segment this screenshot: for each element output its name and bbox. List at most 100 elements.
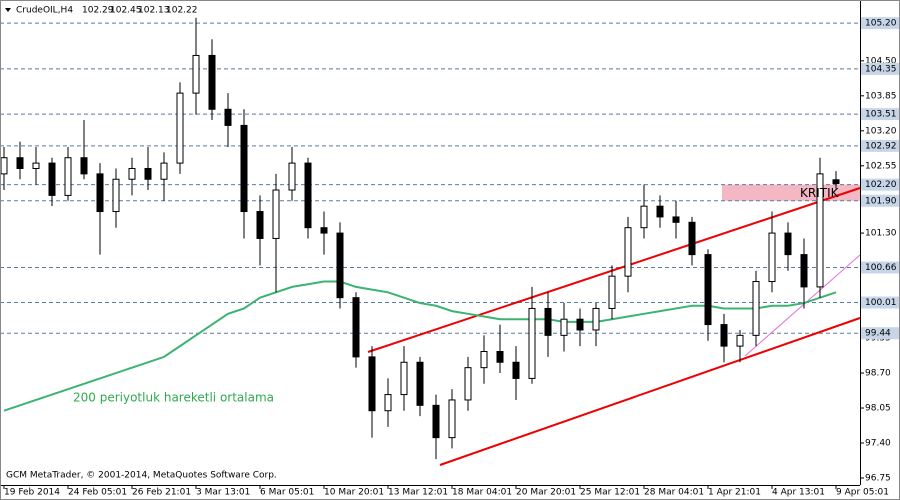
candle-body: [560, 318, 568, 336]
candle-body: [720, 324, 728, 347]
plot-area: KRITIK: [0, 17, 861, 466]
x-tick-label: 13 Mar 12:01: [388, 488, 448, 498]
y-tick-label: 104.50: [865, 56, 897, 66]
level-label: 103.51: [865, 110, 897, 120]
level-label: 100.01: [865, 298, 897, 308]
candle-body: [192, 54, 200, 94]
candle-body: [144, 167, 152, 180]
y-tick-label: 102.55: [865, 161, 897, 171]
candle-body: [32, 162, 40, 169]
header-open: 102.29: [82, 6, 114, 16]
level-label: 102.20: [865, 180, 897, 190]
level-label: 101.90: [865, 196, 897, 206]
candle-body: [288, 162, 296, 191]
level-label-box: [861, 261, 899, 274]
x-tick-label: 19 Feb 2014: [4, 488, 60, 498]
menu-arrow[interactable]: [5, 8, 11, 12]
candle-body: [816, 173, 824, 288]
candle-body: [304, 162, 312, 229]
candle-body: [352, 297, 360, 358]
level-label-box: [861, 296, 899, 309]
level-label: 100.66: [865, 263, 897, 273]
candle-body: [592, 307, 600, 331]
candle-body: [672, 216, 680, 223]
ma-annotation: 200 periyotluk hareketli ortalama: [73, 391, 274, 405]
y-tick-label: 103.85: [865, 91, 897, 101]
x-tick-label: 25 Mar 12:01: [580, 488, 640, 498]
candle-body: [768, 232, 776, 283]
symbol: CrudeOIL,H4: [16, 6, 73, 16]
candle-body: [128, 167, 136, 180]
candle-body: [432, 404, 440, 439]
y-tick-label: 101.30: [865, 229, 897, 239]
header-high: 102.45: [110, 6, 142, 16]
candle-body: [640, 205, 648, 229]
candle-body: [0, 157, 8, 175]
candle-body: [496, 351, 504, 363]
candle-body: [64, 157, 72, 196]
candle-body: [240, 124, 248, 213]
candle-body: [544, 307, 552, 336]
footer: GCM MetaTrader, © 2001-2014, MetaQuotes …: [6, 471, 277, 481]
level-label-box: [861, 62, 899, 75]
x-tick-label: 20 Mar 20:01: [516, 488, 576, 498]
x-tick-label: 6 Mar 05:01: [260, 488, 314, 498]
candle-body: [528, 307, 536, 379]
candle-body: [416, 361, 424, 406]
candle-body: [272, 189, 280, 239]
candle-body: [832, 179, 840, 185]
x-tick-label: 1 Apr 21:01: [708, 488, 761, 498]
x-tick-label: 26 Feb 21:01: [132, 488, 191, 498]
level-label-box: [861, 108, 899, 121]
x-tick-label: 4 Apr 13:01: [772, 488, 825, 498]
candle-body: [688, 221, 696, 256]
candle-body: [464, 367, 472, 401]
candle-body: [208, 54, 216, 110]
header-low: 102.13: [138, 6, 170, 16]
candle-body: [368, 356, 376, 412]
candle-body: [176, 92, 184, 164]
candle-body: [800, 254, 808, 288]
x-tick-label: 24 Feb 05:01: [68, 488, 127, 498]
level-label-box: [861, 327, 899, 340]
candle-body: [736, 334, 744, 347]
trend-line-thin: [744, 254, 861, 357]
candle-body: [320, 227, 328, 234]
moving-average: [3, 280, 837, 412]
y-tick-label: 103.20: [865, 126, 897, 136]
candle-body: [448, 399, 456, 439]
x-tick-label: 3 Mar 13:01: [196, 488, 250, 498]
candle-body: [480, 351, 488, 369]
level-label: 105.20: [865, 19, 897, 29]
candle-body: [384, 394, 392, 412]
level-label: 99.44: [865, 329, 891, 339]
y-tick-label: 97.40: [865, 439, 891, 449]
y-tick-label: 98.05: [865, 404, 891, 414]
candle-body: [48, 162, 56, 196]
candle-body: [256, 211, 264, 239]
candle-body: [16, 157, 24, 169]
candle-body: [752, 281, 760, 336]
candle-body: [80, 157, 88, 175]
candle-body: [112, 178, 120, 213]
y-tick-label: 98.70: [865, 369, 891, 379]
candle-body: [704, 254, 712, 326]
y-tick-label: 96.75: [865, 474, 891, 484]
level-label: 102.92: [865, 141, 897, 151]
trend-line: [367, 187, 861, 353]
x-tick-label: 28 Mar 04:01: [644, 488, 704, 498]
trend-line: [439, 317, 861, 466]
x-tick-label: 10 Mar 20:01: [324, 488, 384, 498]
level-label-box: [861, 139, 899, 152]
candle-body: [400, 361, 408, 396]
candle-body: [608, 275, 616, 309]
x-tick-label: 9 Apr 05:01: [836, 488, 889, 498]
x-tick-label: 18 Mar 04:01: [452, 488, 512, 498]
zone-label: KRITIK: [800, 186, 840, 200]
candle-body: [624, 227, 632, 277]
level-label: 104.35: [865, 64, 897, 74]
candle-body: [784, 232, 792, 256]
critical-zone: [722, 184, 860, 201]
level-label-box: [861, 178, 899, 191]
